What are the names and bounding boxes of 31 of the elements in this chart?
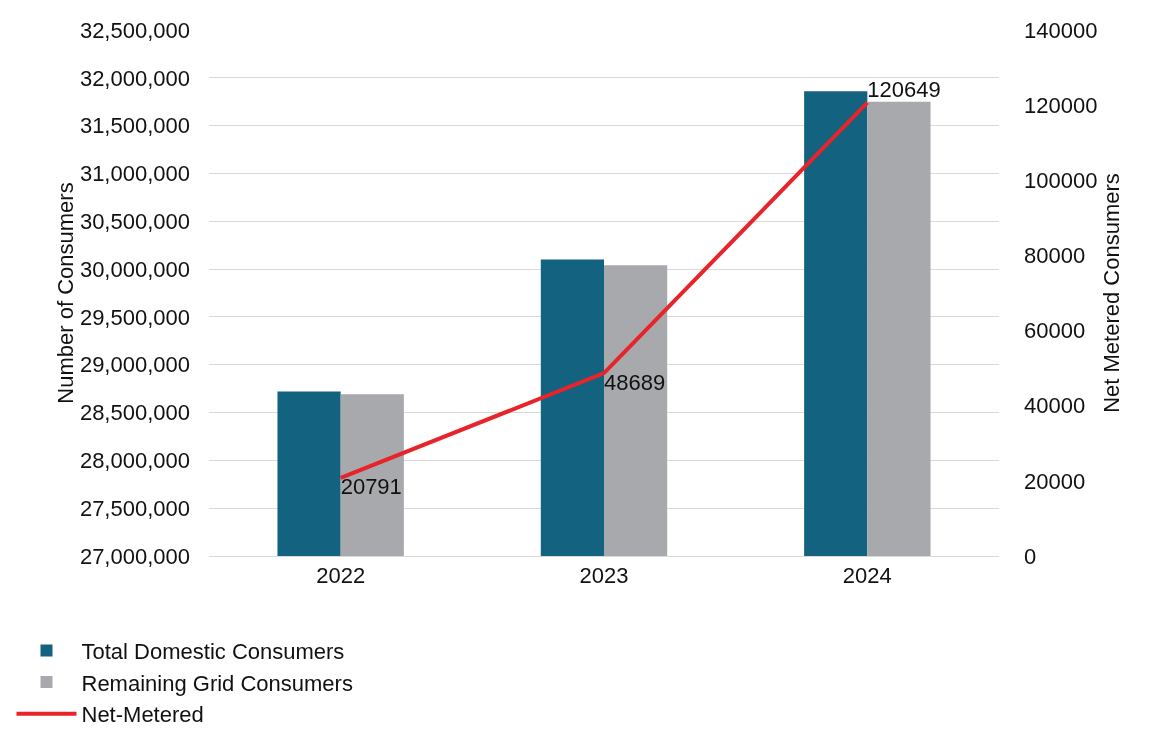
legend-label: Net-Metered xyxy=(81,702,204,728)
y-tick-label: 31,500,000 xyxy=(79,113,190,139)
legend-label: Remaining Grid Consumers xyxy=(81,670,353,696)
y2-axis-title: Net Metered Consumers xyxy=(1099,173,1125,413)
y2-tick-label: 20000 xyxy=(1024,468,1086,494)
y2-tick-label: 120000 xyxy=(1024,92,1098,118)
y-tick-label: 32,500,000 xyxy=(79,17,190,43)
y-tick-label: 28,000,000 xyxy=(79,448,190,474)
y-tick-label: 28,500,000 xyxy=(79,400,190,426)
data-label: 120649 xyxy=(867,77,941,103)
y-tick-label: 29,000,000 xyxy=(79,352,190,378)
data-label: 48689 xyxy=(604,369,666,395)
legend-label: Total Domestic Consumers xyxy=(81,639,345,665)
y2-tick-label: 40000 xyxy=(1024,393,1086,419)
x-tick-label: 2023 xyxy=(579,563,629,589)
y-tick-label: 32,000,000 xyxy=(79,65,190,91)
y-tick-label: 27,500,000 xyxy=(79,495,190,521)
y-tick-label: 30,000,000 xyxy=(79,256,190,282)
y-tick-label: 27,000,000 xyxy=(79,543,190,569)
data-label: 20791 xyxy=(340,474,402,500)
y-tick-label: 29,500,000 xyxy=(79,304,190,330)
x-tick-label: 2022 xyxy=(316,563,366,589)
y2-tick-label: 140000 xyxy=(1024,17,1098,43)
y2-tick-label: 100000 xyxy=(1024,167,1098,193)
y2-tick-label: 80000 xyxy=(1024,243,1086,269)
y-tick-label: 30,500,000 xyxy=(79,208,190,234)
x-tick-label: 2024 xyxy=(842,563,892,589)
y2-tick-label: 0 xyxy=(1024,543,1037,569)
y-axis-title: Number of Consumers xyxy=(52,182,78,404)
y-tick-label: 31,000,000 xyxy=(79,161,190,187)
y2-tick-label: 60000 xyxy=(1024,318,1086,344)
